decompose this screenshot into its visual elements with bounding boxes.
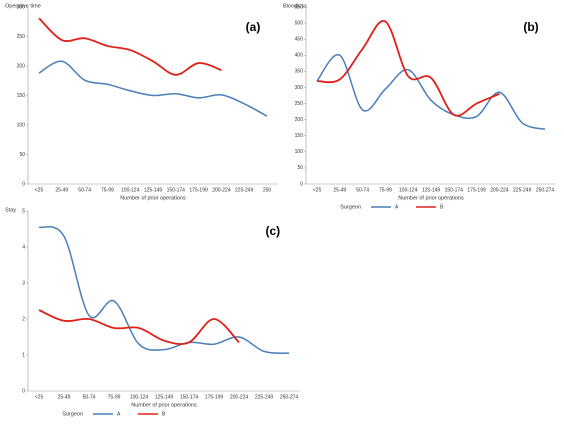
- legend-label: A: [395, 204, 399, 210]
- x-tick-label: <25: [35, 394, 44, 400]
- y-tick-label: 100: [17, 122, 26, 128]
- x-tick-label: <25: [35, 187, 44, 193]
- y-tick-label: 0: [22, 388, 25, 394]
- legend-label: B: [440, 204, 444, 210]
- x-tick-label: 75-99: [379, 187, 392, 193]
- y-tick-label: 400: [295, 53, 304, 59]
- legend-title: Surgeon: [62, 411, 83, 417]
- series-line: [316, 20, 500, 117]
- x-tick-label: 200-224: [490, 187, 509, 193]
- series-line: [38, 60, 268, 117]
- x-tick-label: 225-249: [255, 394, 274, 400]
- x-tick-label: 150-174: [180, 394, 199, 400]
- x-tick-label: <25: [313, 187, 322, 193]
- x-tick-label: 25-49: [55, 187, 68, 193]
- x-tick-label: 50-74: [83, 394, 96, 400]
- y-tick-label: 5: [22, 208, 25, 214]
- y-tick-label: 350: [295, 69, 304, 75]
- x-tick-label: 25-49: [58, 394, 71, 400]
- x-tick-label: 50-74: [356, 187, 369, 193]
- x-tick-label: 125-149: [144, 187, 163, 193]
- y-tick-label: 50: [19, 152, 25, 158]
- y-tick-label: 200: [295, 117, 304, 123]
- series-line: [316, 54, 546, 131]
- series-line: [38, 226, 290, 354]
- y-tick-label: 450: [295, 37, 304, 43]
- panel-label: (c): [265, 224, 280, 238]
- x-tick-label: 150-174: [167, 187, 186, 193]
- y-tick-label: 150: [17, 93, 26, 99]
- x-tick-label: 250-274: [536, 187, 555, 193]
- y-tick-label: 300: [17, 4, 26, 10]
- panel-label: (a): [246, 20, 261, 34]
- legend-label: A: [117, 411, 121, 417]
- x-tick-label: 100-124: [121, 187, 140, 193]
- y-tick-label: 0: [300, 181, 303, 187]
- x-tick-label: 75-99: [101, 187, 114, 193]
- x-tick-label: 175-199: [467, 187, 486, 193]
- x-tick-label: 175-199: [189, 187, 208, 193]
- panel-label: (b): [523, 20, 538, 34]
- y-tick-label: 0: [22, 181, 25, 187]
- x-tick-label: 225-249: [513, 187, 532, 193]
- y-tick-label: 300: [295, 85, 304, 91]
- x-tick-label: 200-224: [230, 394, 249, 400]
- x-tick-label: 250-274: [280, 394, 299, 400]
- x-tick-label: 200-224: [212, 187, 231, 193]
- legend-label: B: [162, 411, 166, 417]
- x-tick-label: 125-149: [155, 394, 174, 400]
- y-tick-label: 500: [295, 20, 304, 26]
- x-axis-title: Number of prior operations: [398, 195, 464, 201]
- x-tick-label: 100-124: [399, 187, 418, 193]
- legend-title: Surgeon: [340, 204, 361, 210]
- y-tick-label: 250: [17, 34, 26, 40]
- x-tick-label: 50-74: [78, 187, 91, 193]
- series-line: [38, 17, 222, 76]
- x-tick-label: 125-149: [422, 187, 441, 193]
- y-tick-label: 3: [22, 280, 25, 286]
- x-axis-title: Number of prior operations: [131, 402, 197, 408]
- x-tick-label: 25-49: [333, 187, 346, 193]
- x-tick-label: 150-174: [445, 187, 464, 193]
- x-tick-label: 100-124: [130, 394, 149, 400]
- x-axis-title: Number of prior operations: [120, 195, 186, 201]
- series-line: [38, 309, 240, 345]
- y-axis-title: Operative time: [5, 3, 41, 9]
- y-tick-label: 200: [17, 63, 26, 69]
- y-tick-label: 4: [22, 244, 25, 250]
- y-tick-label: 2: [22, 316, 25, 322]
- y-tick-label: 150: [295, 133, 304, 139]
- x-tick-label: 225-249: [235, 187, 254, 193]
- x-tick-label: 75-99: [108, 394, 121, 400]
- x-tick-label: 175-199: [205, 394, 224, 400]
- y-tick-label: 50: [297, 165, 303, 171]
- y-tick-label: 1: [22, 352, 25, 358]
- y-tick-label: 550: [295, 4, 304, 10]
- x-tick-label: 250: [263, 187, 272, 193]
- y-tick-label: 100: [295, 149, 304, 155]
- y-axis-title: Bloodloss: [283, 3, 307, 9]
- y-tick-label: 250: [295, 101, 304, 107]
- y-axis-title: Stay: [5, 207, 16, 213]
